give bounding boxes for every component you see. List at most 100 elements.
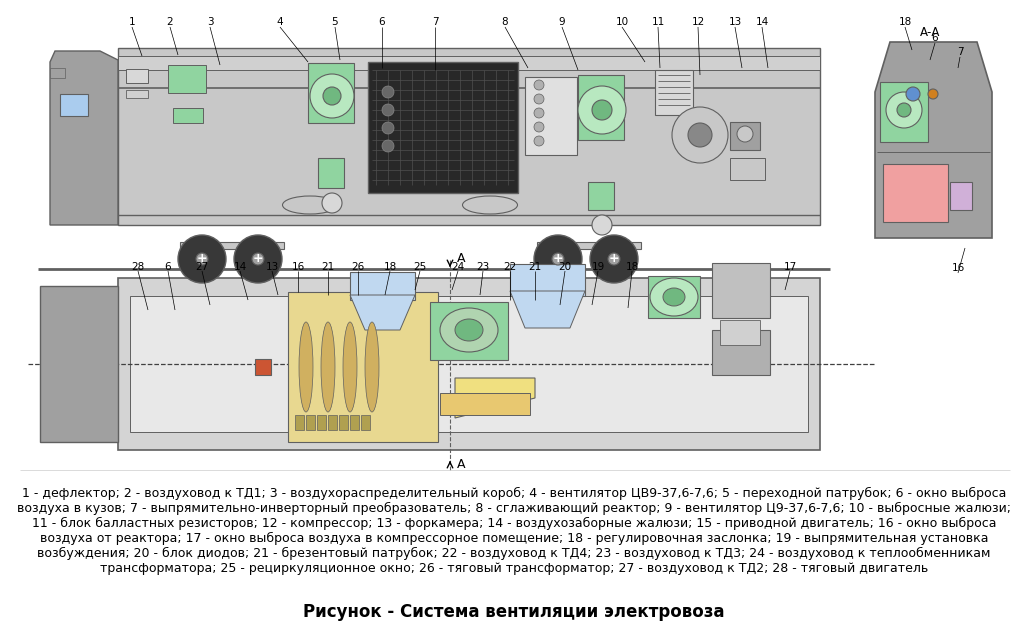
- Circle shape: [886, 92, 922, 128]
- Circle shape: [578, 86, 626, 134]
- Bar: [130, 296, 808, 432]
- Circle shape: [590, 235, 638, 283]
- Bar: [430, 302, 508, 360]
- Text: 7: 7: [432, 17, 438, 27]
- Bar: [50, 68, 65, 78]
- Bar: [318, 158, 344, 188]
- Bar: [118, 48, 820, 225]
- Bar: [712, 263, 770, 318]
- Text: 24: 24: [452, 262, 465, 272]
- Circle shape: [534, 136, 544, 146]
- Text: 28: 28: [132, 262, 145, 272]
- Text: возбуждения; 20 - блок диодов; 21 - брезентовый патрубок; 22 - воздуховод к ТД4;: возбуждения; 20 - блок диодов; 21 - брез…: [37, 547, 991, 560]
- Polygon shape: [875, 42, 992, 238]
- Text: 27: 27: [196, 262, 209, 272]
- Bar: [126, 69, 148, 83]
- Ellipse shape: [283, 196, 338, 214]
- Circle shape: [534, 108, 544, 118]
- Bar: [168, 65, 206, 93]
- Text: 10: 10: [615, 17, 629, 27]
- Bar: [883, 164, 948, 222]
- Text: 18: 18: [898, 17, 912, 27]
- Text: трансформатора; 25 - рециркуляционное окно; 26 - тяговый трансформатор; 27 - воз: трансформатора; 25 - рециркуляционное ок…: [100, 562, 928, 575]
- Text: 2: 2: [167, 17, 173, 27]
- Circle shape: [382, 86, 394, 98]
- Text: 11: 11: [651, 17, 665, 27]
- Bar: [60, 94, 88, 116]
- Text: 25: 25: [414, 262, 427, 272]
- Bar: [126, 90, 148, 98]
- Text: 6: 6: [165, 262, 171, 272]
- Text: 3: 3: [207, 17, 213, 27]
- Polygon shape: [510, 291, 586, 328]
- Bar: [950, 182, 972, 210]
- Text: 1 - дефлектор; 2 - воздуховод к ТД1; 3 - воздухораспределительный короб; 4 - вен: 1 - дефлектор; 2 - воздуховод к ТД1; 3 -…: [22, 487, 1006, 500]
- Bar: [118, 278, 820, 450]
- Text: +: +: [609, 252, 619, 266]
- Text: 11 - блок балластных резисторов; 12 - компрессор; 13 - форкамера; 14 - воздухоза: 11 - блок балластных резисторов; 12 - ко…: [32, 517, 996, 530]
- Text: А: А: [457, 458, 465, 472]
- Circle shape: [382, 122, 394, 134]
- Circle shape: [382, 140, 394, 152]
- Circle shape: [534, 80, 544, 90]
- Text: Рисунок - Система вентиляции электровоза: Рисунок - Система вентиляции электровоза: [304, 603, 724, 621]
- Circle shape: [534, 122, 544, 132]
- Ellipse shape: [343, 322, 357, 412]
- Circle shape: [672, 107, 728, 163]
- Text: 8: 8: [502, 17, 508, 27]
- Text: 14: 14: [755, 17, 769, 27]
- Bar: [648, 276, 700, 318]
- Bar: [339, 415, 348, 430]
- Text: 16: 16: [291, 262, 305, 272]
- Polygon shape: [350, 295, 415, 330]
- Circle shape: [592, 100, 612, 120]
- Bar: [510, 264, 586, 296]
- Circle shape: [234, 235, 282, 283]
- Text: воздуха в кузов; 7 - выпрямительно-инверторный преобразователь; 8 - сглаживающий: воздуха в кузов; 7 - выпрямительно-инвер…: [17, 502, 1012, 515]
- Bar: [537, 242, 641, 249]
- Bar: [180, 242, 284, 249]
- Circle shape: [534, 235, 582, 283]
- Text: А: А: [457, 252, 465, 264]
- Circle shape: [737, 126, 753, 142]
- Ellipse shape: [321, 322, 335, 412]
- Text: 17: 17: [783, 262, 796, 272]
- Text: 9: 9: [559, 17, 565, 27]
- Circle shape: [897, 103, 911, 117]
- Text: 13: 13: [265, 262, 279, 272]
- Bar: [255, 359, 271, 375]
- Circle shape: [534, 94, 544, 104]
- Text: 18: 18: [384, 262, 396, 272]
- Bar: [440, 393, 530, 415]
- Text: 6: 6: [379, 17, 385, 27]
- Text: воздуха от реактора; 17 - окно выброса воздуха в компрессорное помещение; 18 - р: воздуха от реактора; 17 - окно выброса в…: [40, 532, 988, 545]
- Circle shape: [310, 74, 354, 118]
- Bar: [288, 292, 438, 442]
- Bar: [361, 415, 370, 430]
- Circle shape: [608, 253, 620, 265]
- Circle shape: [928, 89, 938, 99]
- Text: А-А: А-А: [920, 25, 941, 39]
- Text: 18: 18: [626, 262, 639, 272]
- Text: 1: 1: [129, 17, 135, 27]
- Ellipse shape: [663, 288, 685, 306]
- Bar: [317, 415, 326, 430]
- Text: 14: 14: [234, 262, 247, 272]
- Bar: [306, 415, 315, 430]
- Ellipse shape: [365, 322, 379, 412]
- Ellipse shape: [440, 308, 498, 352]
- Ellipse shape: [650, 278, 698, 316]
- Bar: [712, 330, 770, 375]
- Circle shape: [322, 193, 342, 213]
- Text: 26: 26: [351, 262, 364, 272]
- Bar: [368, 62, 518, 193]
- Text: 16: 16: [952, 263, 964, 273]
- Bar: [173, 108, 203, 123]
- Bar: [118, 56, 820, 70]
- Text: 21: 21: [528, 262, 541, 272]
- Circle shape: [178, 235, 226, 283]
- Text: +: +: [553, 252, 563, 266]
- Bar: [578, 75, 624, 140]
- Bar: [588, 182, 614, 210]
- Bar: [350, 272, 415, 300]
